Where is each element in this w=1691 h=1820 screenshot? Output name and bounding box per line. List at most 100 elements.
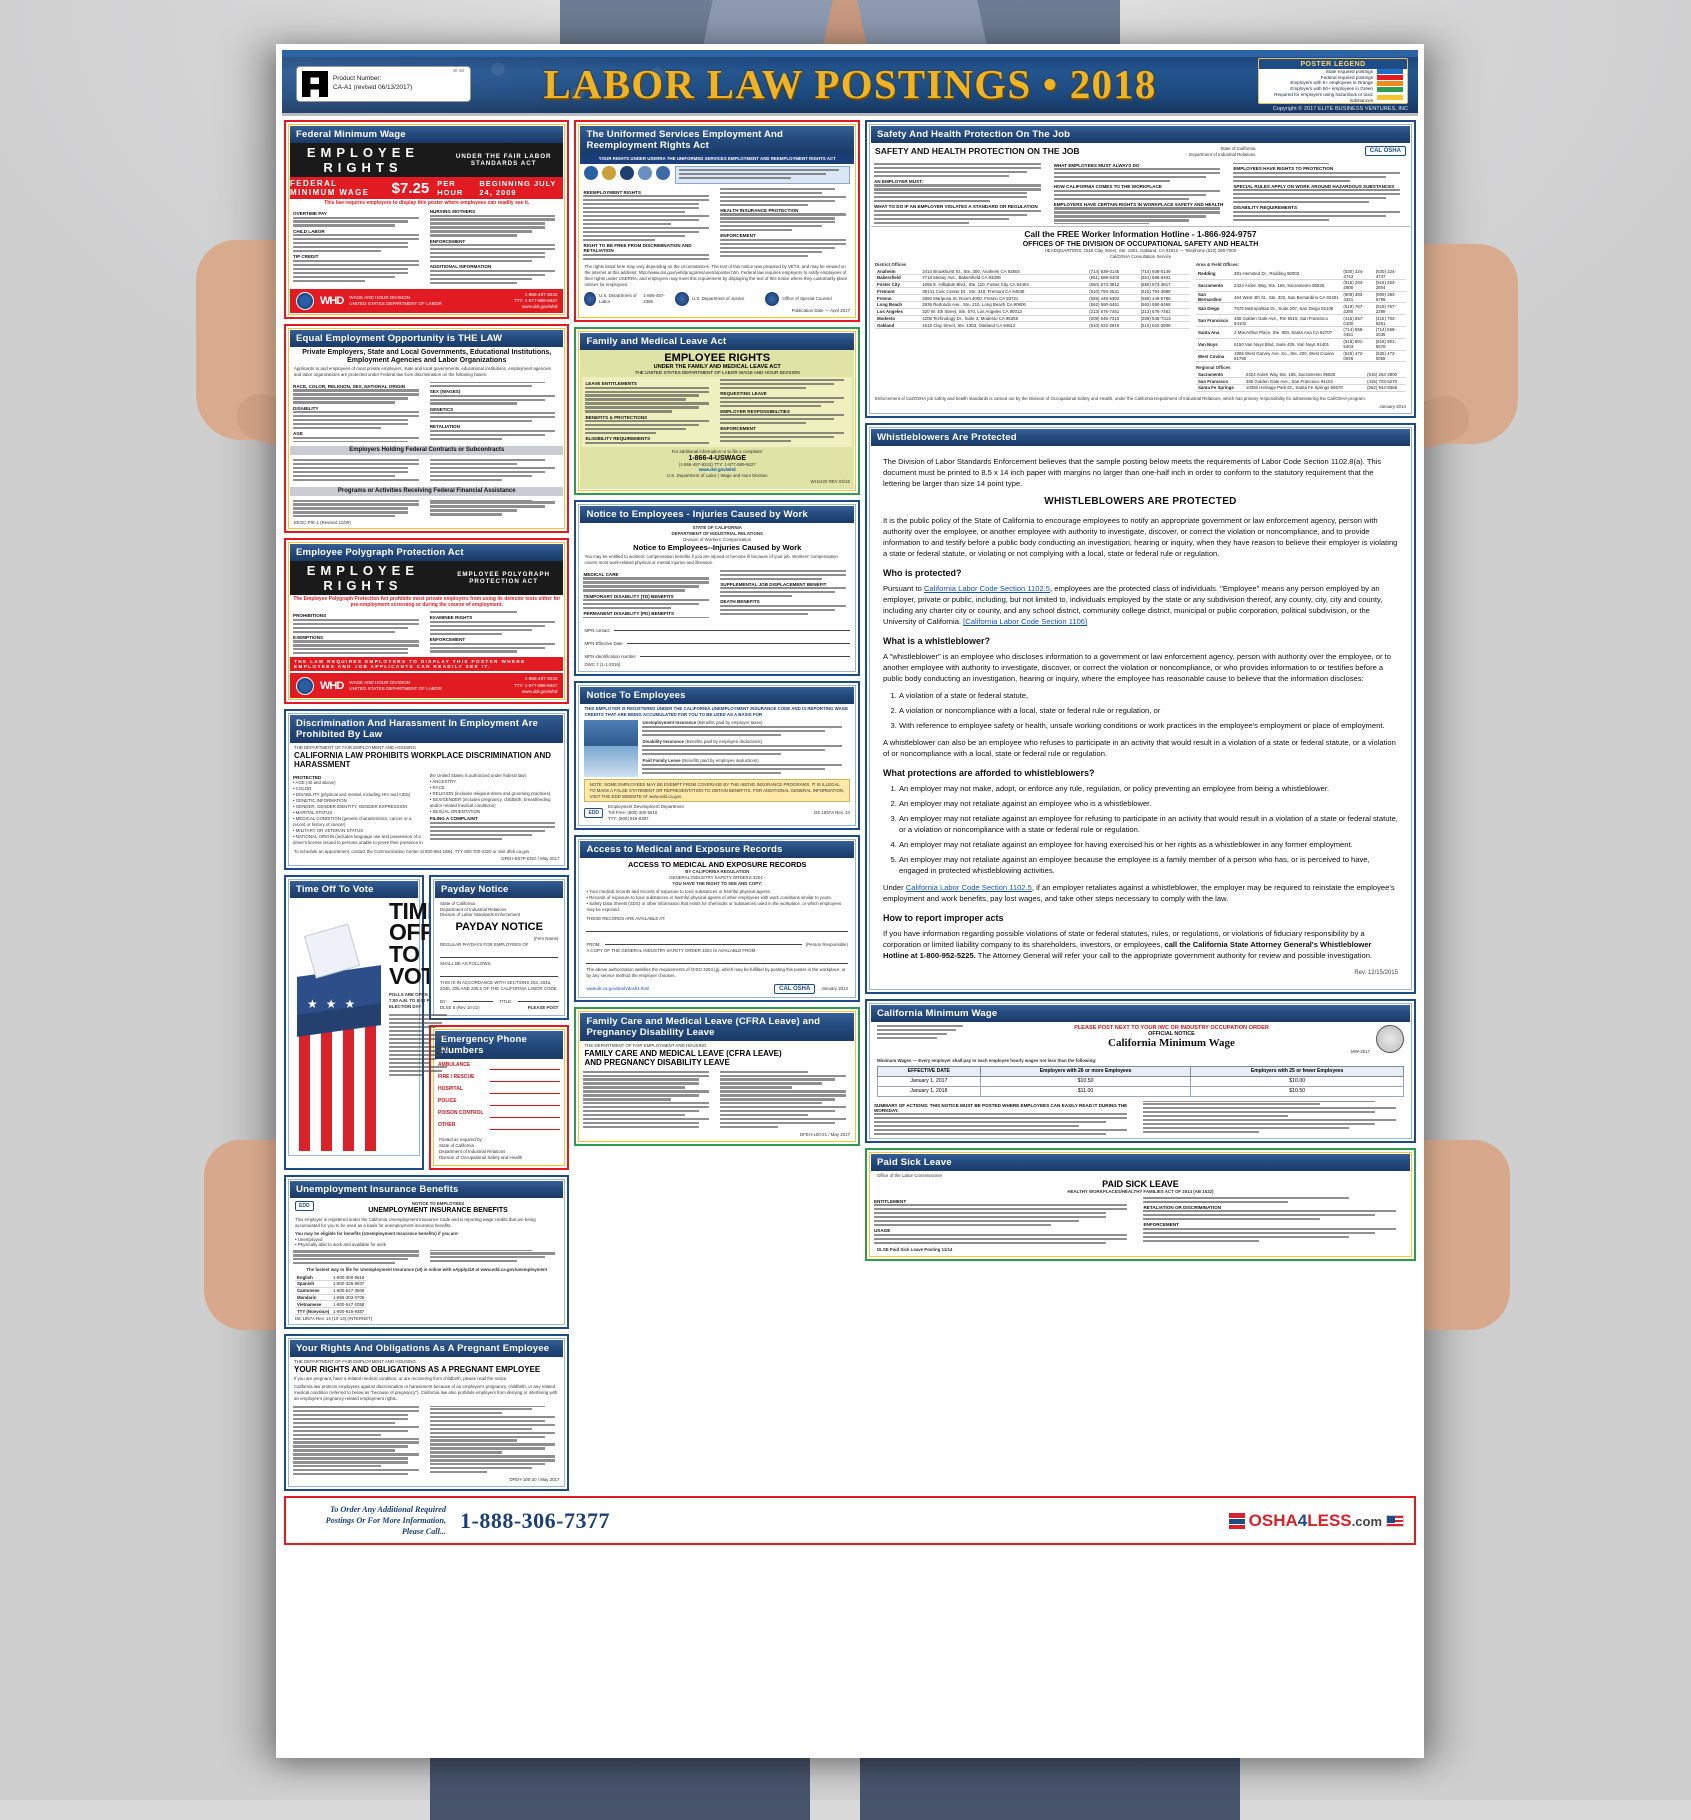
office-phone: (510) 794-2521: [1087, 287, 1139, 296]
language-phone[interactable]: 1-800-547-2058: [331, 1300, 367, 1309]
access-input-copy[interactable]: [586, 957, 848, 964]
service-branch-icon-3: [620, 165, 635, 180]
panel-header-paid-sick-leave: Paid Sick Leave: [870, 1153, 1410, 1171]
emergency-input[interactable]: [490, 1062, 561, 1071]
wb-a1-link[interactable]: California Labor Code Section 1102.5: [923, 584, 1051, 594]
panel-header-ca-min-wage: California Minimum Wage: [870, 1004, 1410, 1022]
userra-publication: Publication Date — April 2017: [791, 308, 850, 314]
epp-act: EMPLOYEE POLYGRAPH PROTECTION ACT: [457, 571, 550, 586]
mw-column-header: EFFECTIVE DATE: [876, 1065, 981, 1077]
nte-dept: Employment Development Department: [608, 804, 684, 810]
safety-revision: January 2014: [1379, 403, 1406, 409]
masthead-top-strip: [282, 50, 1418, 57]
fmla-section-2: ELIGIBILITY REQUIREMENTS: [585, 436, 651, 442]
emergency-input[interactable]: [490, 1098, 561, 1107]
panel-header-access-records: Access to Medical and Exposure Records: [580, 841, 854, 859]
office-phone: (909) 383-4321: [1341, 291, 1374, 304]
brand-logo[interactable]: OSHA4LESS.com: [1228, 1511, 1404, 1531]
office-address: 2424 Arden Way, Ste. 165, Sacramento 958…: [1232, 279, 1342, 292]
office-fax: (818) 901-5578: [1373, 338, 1406, 351]
emergency-input[interactable]: [490, 1122, 561, 1131]
pregnant-title: YOUR RIGHTS AND OBLIGATIONS AS A PREGNAN…: [294, 1364, 541, 1374]
nte-tty: TTY: (800) 815-9387: [608, 816, 649, 822]
emergency-input[interactable]: [490, 1110, 561, 1119]
access-url[interactable]: www.dir.ca.gov/dosh/dosh1.html: [586, 985, 650, 991]
ballot-box-flag-icon: ★★★: [293, 901, 385, 1151]
panel-header-payday: Payday Notice: [435, 880, 564, 898]
mpn-input[interactable]: [626, 637, 850, 644]
program-name: Paid Family Leave: [642, 757, 681, 763]
edd-badge-2: EDD: [584, 808, 604, 819]
protected-class-9: • ANCESTRY: [429, 778, 457, 784]
payday-input-by[interactable]: [452, 995, 494, 1003]
program-name: Unemployment Insurance: [642, 719, 697, 725]
legend-title: POSTER LEGEND: [1259, 59, 1407, 69]
office-name: Foster City: [874, 281, 921, 289]
fmla-web[interactable]: www.dol.gov/whd: [698, 467, 736, 473]
discrimination-form-ref: DFEH-E07P-ENG / May 2017: [501, 855, 560, 861]
panel-paid-sick-leave: Paid Sick Leave Office of the Labor Comm…: [864, 1147, 1416, 1261]
emergency-input[interactable]: [490, 1074, 561, 1083]
panel-header-emergency: Emergency Phone Numbers: [435, 1031, 564, 1060]
access-input-from[interactable]: [604, 938, 802, 945]
emergency-agency2: Department of Industrial Relations: [439, 1148, 506, 1154]
userra-body: REEMPLOYMENT RIGHTS RIGHT TO BE FREE FRO…: [580, 186, 853, 262]
mw-row: January 1, 2017 $10.50 $10.00: [876, 1075, 1404, 1087]
access-line2: GENERAL INDUSTRY SAFETY ORDERS 3204 -: [669, 875, 766, 881]
discrimination-contact: To schedule an appointment, contact the …: [294, 848, 530, 854]
office-row: Bakersfield 7718 Meany Ave., Bakersfield …: [874, 274, 1190, 282]
office-fax: (650) 573-3817: [1138, 281, 1190, 289]
payday-input-1[interactable]: [440, 951, 559, 959]
language-phone[interactable]: 1-800-326-8937: [331, 1280, 367, 1288]
userra-agency-2: Office of Special Counsel: [765, 292, 850, 307]
office-name: Long Beach: [874, 301, 921, 309]
brand-com: .com: [1351, 1513, 1382, 1529]
payday-input-title[interactable]: [518, 995, 559, 1003]
office-row: Van Nuys 6150 Van Nuys Blvd, Suite 405, V…: [1195, 338, 1406, 351]
language-name: TTY (Nonvoice): [295, 1307, 332, 1315]
payday-dept2: Division of Labor Standards Enforcement: [440, 912, 521, 918]
wb-a3-list: An employer may not make, adopt, or enfo…: [899, 783, 1398, 876]
language-phone[interactable]: 1-800-547-3506: [331, 1287, 367, 1295]
office-name: Bakersfield: [874, 274, 921, 282]
osc-seal-icon: [765, 292, 780, 307]
language-phone[interactable]: 1-800-815-9387: [331, 1307, 367, 1315]
mw-date: January 1, 2018: [876, 1085, 981, 1097]
wb-a3-under-pre: Under: [882, 883, 906, 893]
emergency-label: OTHER: [438, 1122, 456, 1129]
nte-title: THIS EMPLOYER IS REGISTERED UNDER THE CA…: [584, 705, 849, 717]
mw-ref: MW-2017: [1351, 1048, 1370, 1054]
mpn-input[interactable]: [613, 624, 850, 631]
order-bar: To Order Any Additional Required Posting…: [284, 1496, 1416, 1546]
wb-a3-under-link[interactable]: California Labor Code Section 1102.5: [905, 883, 1032, 893]
mpn-field-1: MPN Effective Date: [584, 634, 850, 647]
access-input-records[interactable]: [586, 925, 848, 932]
psl-usage: Usage: [873, 1228, 891, 1234]
legend-swatch: [1377, 69, 1403, 75]
order-phone[interactable]: 1-888-306-7377: [460, 1507, 610, 1533]
panel-header-eeo: Equal Employment Opportunity is THE LAW: [290, 330, 564, 348]
office-row: Fresno 2550 Mariposa St. Room 4000, Fresn…: [874, 294, 1190, 303]
language-phone[interactable]: 1-866-303-0706: [331, 1294, 367, 1302]
cal-osha-badge: CAL OSHA: [774, 983, 816, 994]
whd-web[interactable]: www.dol.gov/whd: [521, 303, 558, 309]
access-bullet-2: • Safety Data Sheets (SDS) or other info…: [586, 900, 842, 912]
epp-bottom-banner: THE LAW REQUIRES EMPLOYERS TO DISPLAY TH…: [290, 657, 564, 672]
mpn-input[interactable]: [639, 650, 850, 657]
emergency-input[interactable]: [490, 1086, 561, 1095]
panel-header-unemployment: Unemployment Insurance Benefits: [290, 1180, 564, 1198]
epp-whd-web[interactable]: www.dol.gov/whd: [521, 688, 558, 694]
language-name: Vietnamese: [295, 1300, 332, 1309]
wb-a1-ref[interactable]: [California Labor Code Section 1106]: [963, 617, 1088, 627]
office-row: Long Beach 2936 Redondo Ave., Ste. 210, L…: [874, 301, 1190, 309]
access-field-from: FROM:: [586, 941, 601, 947]
payday-emergency-stack: Payday Notice State of California Depart…: [429, 874, 570, 1170]
panel-notice-to-employees: Notice To Employees THIS EMPLOYER IS REG…: [574, 680, 860, 831]
payday-input-2[interactable]: [440, 970, 559, 978]
language-phone[interactable]: 1-800-300-5616: [331, 1274, 367, 1282]
eeo-section-5: RETALIATION: [429, 424, 460, 430]
office-fax: (626) 472-0059: [1373, 350, 1406, 363]
emergency-row-1: FIRE / RESCUE: [438, 1074, 561, 1083]
psl-body: Entitlement Usage Retaliation or discrim…: [871, 1195, 1410, 1247]
panel-header-whistleblower: Whistleblowers Are Protected: [870, 428, 1410, 446]
